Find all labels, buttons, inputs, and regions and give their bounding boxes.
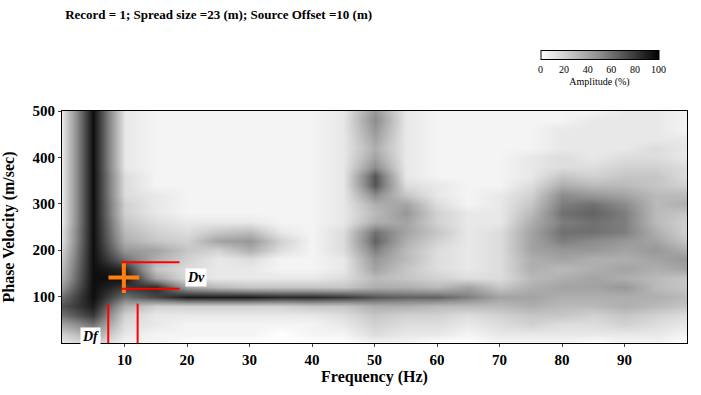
- svg-text:400: 400: [33, 150, 56, 166]
- svg-text:20: 20: [180, 352, 195, 368]
- svg-text:30: 30: [242, 352, 257, 368]
- svg-text:100: 100: [33, 289, 56, 305]
- svg-text:300: 300: [33, 196, 56, 212]
- svg-text:90: 90: [617, 352, 632, 368]
- svg-text:60: 60: [606, 64, 616, 75]
- svg-text:60: 60: [430, 352, 445, 368]
- svg-text:Amplitude (%): Amplitude (%): [569, 77, 629, 89]
- svg-text:20: 20: [559, 64, 569, 75]
- svg-text:Record = 1; Spread size =23 (m: Record = 1; Spread size =23 (m); Source …: [65, 7, 372, 22]
- svg-text:Phase Velocity (m/sec): Phase Velocity (m/sec): [0, 151, 18, 302]
- svg-text:40: 40: [583, 64, 593, 75]
- svg-text:80: 80: [630, 64, 640, 75]
- svg-text:10: 10: [117, 352, 132, 368]
- svg-text:100: 100: [651, 64, 666, 75]
- svg-text:70: 70: [492, 352, 507, 368]
- svg-text:200: 200: [33, 242, 56, 258]
- svg-text:500: 500: [33, 103, 56, 119]
- svg-text:Dv: Dv: [187, 270, 205, 285]
- svg-text:0: 0: [538, 64, 543, 75]
- svg-text:80: 80: [555, 352, 570, 368]
- svg-text:Frequency (Hz): Frequency (Hz): [321, 368, 428, 386]
- svg-text:Df: Df: [82, 329, 99, 344]
- svg-text:50: 50: [367, 352, 382, 368]
- svg-text:40: 40: [305, 352, 320, 368]
